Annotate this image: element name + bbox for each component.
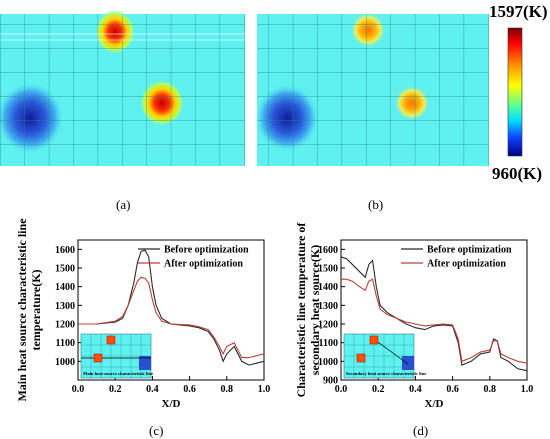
- y-tick-label: 1200: [318, 320, 338, 331]
- x-tick-label: 0.6: [446, 384, 459, 395]
- chart-d: 900 1000 1100 1200 1300 1400 1500 1600 0.0 0.2 0.4…: [318, 239, 534, 410]
- chart-c-ylabel: Main heat source characteristic line tem…: [15, 218, 43, 402]
- series-line-after: [341, 278, 528, 364]
- heatmap-area: [0, 10, 523, 166]
- panel-label-d: (d): [413, 423, 429, 438]
- y-tick-label: 1100: [56, 338, 75, 349]
- x-tick-label: 0.8: [221, 384, 234, 395]
- panel-label-a: (a): [116, 197, 131, 212]
- x-tick-label: 0.4: [146, 384, 159, 395]
- y-tick-label: 1200: [55, 320, 75, 331]
- legend-label: Before optimization: [427, 245, 512, 256]
- x-tick-label: 0.2: [109, 384, 122, 395]
- x-tick-label: 0.2: [372, 384, 385, 395]
- y-tick-label: 1300: [55, 301, 75, 312]
- panel-label-b: (b): [368, 197, 384, 212]
- colorbar: [507, 27, 523, 157]
- x-tick-label: 0.6: [183, 384, 196, 395]
- x-axis-label: X/D: [162, 398, 181, 410]
- panel-label-c: (c): [149, 423, 164, 438]
- heatmap-before: [0, 10, 245, 166]
- chart-c: 1000 1100 1200 1300 1400 1500 1600 0.0 0.2 0.4 0.6…: [55, 239, 271, 410]
- x-tick-label: 0.8: [484, 384, 497, 395]
- x-tick-label: 0.4: [409, 384, 422, 395]
- inset-thumbnail: Main heat source characteristic line: [80, 333, 153, 379]
- legend-label: After optimization: [164, 259, 243, 270]
- y-tick-label: 1000: [55, 357, 75, 368]
- y-tick-label: 1400: [318, 282, 338, 293]
- x-tick-label: 0.0: [335, 384, 348, 395]
- series-line-before: [340, 256, 528, 372]
- x-tick-label: 1.0: [258, 384, 271, 395]
- y-tick-label: 1300: [318, 301, 338, 312]
- legend-label: Before optimization: [164, 245, 249, 256]
- y-tick-label: 1600: [318, 245, 338, 256]
- inset-caption: Main heat source characteristic line: [83, 371, 153, 376]
- heatmap-after: [255, 12, 489, 166]
- inset-caption: Secondary heat source characteristic lin…: [346, 371, 426, 376]
- y-tick-label: 1500: [55, 264, 75, 275]
- inset-thumbnail: Secondary heat source characteristic lin…: [343, 333, 426, 379]
- colorbar-max-label: 1597(K): [489, 2, 548, 21]
- y-tick-label: 1500: [318, 264, 338, 275]
- x-tick-label: 1.0: [521, 384, 534, 395]
- series-line-after: [78, 276, 265, 359]
- colorbar-min-label: 960(K): [492, 164, 543, 183]
- x-axis-label: X/D: [425, 398, 444, 410]
- y-tick-label: 1400: [55, 282, 75, 293]
- legend-label: After optimization: [427, 259, 506, 270]
- y-tick-label: 1600: [55, 245, 75, 256]
- x-tick-label: 0.0: [72, 384, 85, 395]
- y-tick-label: 1100: [319, 338, 338, 349]
- y-tick-label: 1000: [318, 357, 338, 368]
- y-tick-label: 900: [323, 376, 338, 387]
